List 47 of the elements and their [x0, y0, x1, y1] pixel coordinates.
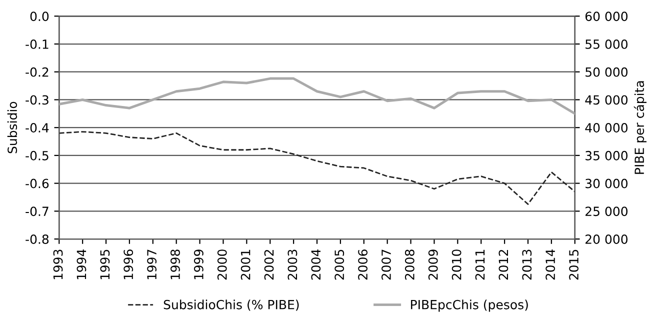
x-tick-label: 2010 [452, 250, 462, 280]
y2-tick-label: 20 000 [586, 234, 628, 244]
x-tick-label: 1996 [124, 250, 134, 280]
y2-tick-label: 50 000 [586, 67, 628, 77]
y-tick-label: -0.4 [26, 123, 49, 133]
x-tick-label: 2004 [311, 249, 321, 280]
y2-tick-label: 25 000 [586, 206, 628, 216]
legend-label: SubsidioChis (% PIBE) [164, 300, 299, 311]
x-tick-label: 2006 [358, 250, 368, 280]
y-tick-label: -0.6 [26, 178, 49, 188]
y-tick-label: -0.7 [26, 206, 48, 216]
x-tick-label: 2008 [404, 250, 414, 280]
y-tick-label: 0.0 [30, 12, 49, 22]
y-axis-title: Subsidio [7, 102, 18, 154]
y-tick-label: -0.8 [26, 234, 49, 244]
x-tick-label: 2002 [264, 250, 274, 280]
x-tick-label: 2015 [569, 250, 578, 280]
y2-tick-label: 35 000 [586, 150, 628, 160]
y2-tick-label: 60 000 [585, 12, 628, 22]
x-tick-label: 1998 [170, 250, 180, 280]
y-tick-label: -0.3 [26, 95, 48, 105]
legend-label: PIBEpcChis (pesos) [411, 300, 528, 312]
line-series [59, 77, 575, 115]
x-tick-label: 2009 [428, 250, 438, 280]
y2-tick-label: 40 000 [585, 123, 628, 133]
x-tick-label: 2011 [475, 250, 485, 280]
x-tick-label: 1993 [53, 250, 63, 280]
x-tick-label: 1995 [100, 250, 110, 280]
x-tick-label: 2001 [240, 250, 250, 280]
x-tick-label: 2005 [334, 250, 344, 280]
x-tick-label: 1997 [147, 250, 157, 280]
line-series [59, 131, 575, 205]
x-tick-label: 2013 [522, 250, 532, 280]
x-tick-label: 1999 [194, 250, 204, 280]
y-tick-label: -0.1 [26, 39, 48, 49]
x-tick-label: 2014 [546, 249, 556, 280]
x-tick-label: 2000 [217, 250, 227, 280]
y-tick-label: -0.2 [26, 67, 48, 77]
x-tick-label: 2003 [288, 250, 298, 280]
y2-axis-title: PIBE per cápita [634, 81, 646, 174]
y-tick-label: -0.5 [26, 150, 48, 160]
y2-tick-label: 55 000 [586, 39, 628, 49]
y2-tick-label: 30 000 [586, 178, 628, 188]
x-tick-label: 2007 [382, 250, 391, 280]
x-tick-label: 2012 [498, 250, 508, 280]
y2-tick-label: 45 000 [585, 95, 628, 105]
x-tick-label: 1994 [76, 249, 86, 280]
